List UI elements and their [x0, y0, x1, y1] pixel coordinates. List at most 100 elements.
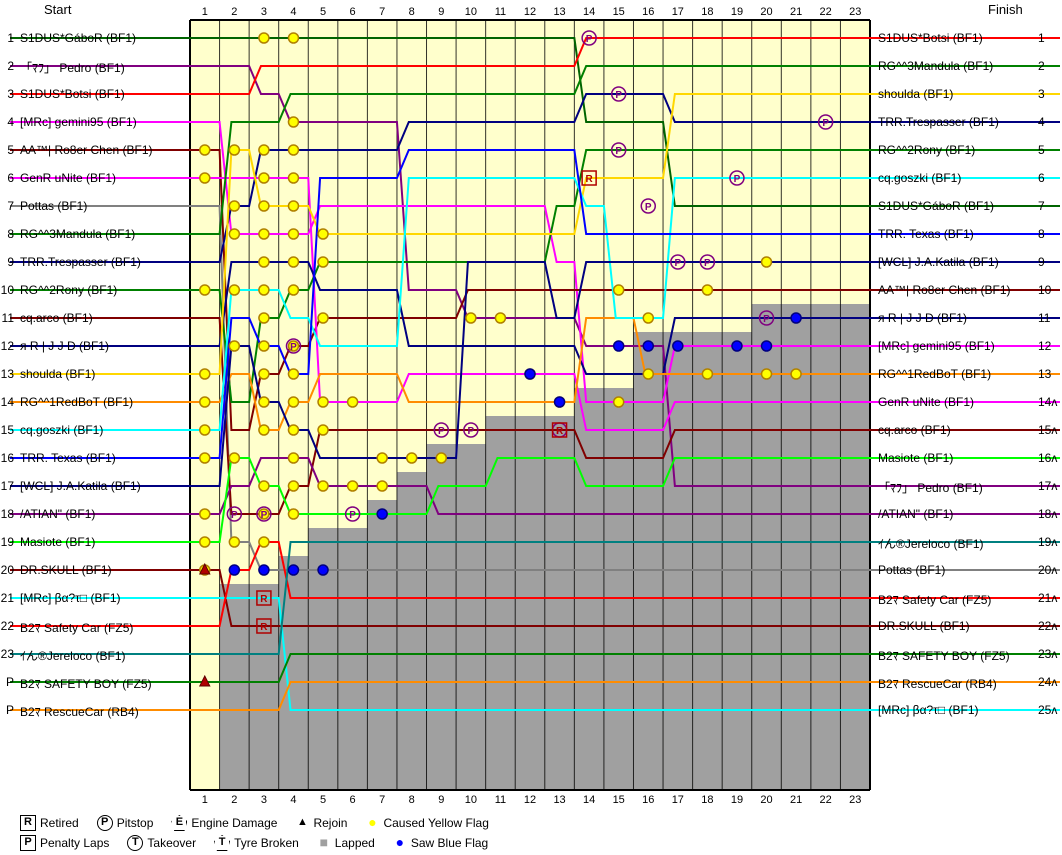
- lap-chart: Start Finish PPPPPPPPPPPPPPPPRRRR 112233…: [0, 0, 1062, 855]
- lap-tick-bottom: 9: [431, 794, 451, 806]
- legend-item: ●Saw Blue Flag: [393, 836, 488, 850]
- finish-pos: 11: [1038, 311, 1052, 325]
- start-pos: 15: [0, 423, 14, 437]
- lap-tick-bottom: 4: [283, 794, 303, 806]
- lap-tick-top: 9: [431, 6, 451, 18]
- lap-tick-top: 11: [490, 6, 510, 18]
- start-pos: P: [0, 703, 14, 717]
- lap-tick-bottom: 22: [816, 794, 836, 806]
- lap-tick-top: 10: [461, 6, 481, 18]
- start-driver: [WCL] J.A.Katila (BF1): [20, 479, 141, 493]
- finish-pos: 4: [1038, 115, 1052, 129]
- finish-driver: GenR uNite (BF1): [878, 395, 974, 409]
- svg-text:P: P: [468, 426, 475, 437]
- start-pos: 13: [0, 367, 14, 381]
- finish-pos: 7: [1038, 199, 1052, 213]
- start-pos: 14: [0, 395, 14, 409]
- svg-text:P: P: [822, 118, 829, 129]
- lap-tick-bottom: 20: [757, 794, 777, 806]
- finish-driver: 「ﾏﾌ」 Pedro (BF1): [878, 479, 983, 496]
- start-driver: cq.goszki (BF1): [20, 423, 103, 437]
- start-driver: B2ﾏ RescueCar (RB4): [20, 703, 139, 720]
- legend-row: PPenalty LapsTTakeoverTTyre Broken■Lappe…: [20, 834, 488, 852]
- lap-tick-bottom: 18: [697, 794, 717, 806]
- svg-text:P: P: [674, 258, 681, 269]
- start-driver: Pottas (BF1): [20, 199, 87, 213]
- legend-item: TTyre Broken: [214, 835, 299, 851]
- legend-item: PPitstop: [97, 815, 154, 831]
- finish-driver: TRR.Trespasser (BF1): [878, 115, 999, 129]
- start-pos: 6: [0, 171, 14, 185]
- finish-pos: 19ʌ: [1038, 535, 1052, 549]
- start-driver: B2ﾏ SAFETY BOY (FZ5): [20, 675, 152, 692]
- finish-pos: 13: [1038, 367, 1052, 381]
- finish-pos: 5: [1038, 143, 1052, 157]
- finish-driver: shoulda (BF1): [878, 87, 953, 101]
- finish-pos: 18ʌ: [1038, 507, 1052, 521]
- start-pos: 4: [0, 115, 14, 129]
- lap-tick-bottom: 3: [254, 794, 274, 806]
- lap-tick-top: 18: [697, 6, 717, 18]
- start-driver: RG^^1RedBoT (BF1): [20, 395, 133, 409]
- lap-tick-bottom: 14: [579, 794, 599, 806]
- legend-item: TTakeover: [127, 835, 196, 851]
- start-pos: 11: [0, 311, 14, 325]
- start-driver: TRR. Texas (BF1): [20, 451, 116, 465]
- start-pos: 7: [0, 199, 14, 213]
- finish-driver: Pottas (BF1): [878, 563, 945, 577]
- finish-pos: 10: [1038, 283, 1052, 297]
- finish-pos: 22ʌ: [1038, 619, 1052, 633]
- finish-pos: 1: [1038, 31, 1052, 45]
- legend-item: ■Lapped: [317, 836, 375, 850]
- finish-pos: 23ʌ: [1038, 647, 1052, 661]
- lap-tick-top: 4: [283, 6, 303, 18]
- finish-pos: 9: [1038, 255, 1052, 269]
- start-pos: 21: [0, 591, 14, 605]
- start-pos: 9: [0, 255, 14, 269]
- lap-tick-top: 23: [845, 6, 865, 18]
- start-pos: 12: [0, 339, 14, 353]
- start-pos: 1: [0, 31, 14, 45]
- start-driver: [MRc] gemini95 (BF1): [20, 115, 137, 129]
- start-pos: 22: [0, 619, 14, 633]
- lap-tick-bottom: 19: [727, 794, 747, 806]
- start-driver: Masiote (BF1): [20, 535, 95, 549]
- finish-pos: 2: [1038, 59, 1052, 73]
- finish-pos: 15ʌ: [1038, 423, 1052, 437]
- lap-tick-top: 5: [313, 6, 333, 18]
- finish-driver: AA™| Ro8er Chen (BF1): [878, 283, 1011, 297]
- lap-tick-top: 7: [372, 6, 392, 18]
- finish-pos: 21ʌ: [1038, 591, 1052, 605]
- svg-text:R: R: [260, 622, 268, 633]
- svg-text:P: P: [290, 342, 297, 353]
- lap-tick-top: 19: [727, 6, 747, 18]
- start-pos: 2: [0, 59, 14, 73]
- start-driver: B2ﾏ Safety Car (FZ5): [20, 619, 133, 636]
- lap-tick-top: 15: [609, 6, 629, 18]
- lap-tick-bottom: 1: [195, 794, 215, 806]
- lap-tick-top: 2: [224, 6, 244, 18]
- finish-driver: S1DUS*Botsi (BF1): [878, 31, 983, 45]
- svg-text:P: P: [231, 510, 238, 521]
- lap-tick-top: 12: [520, 6, 540, 18]
- finish-driver: B2ﾏ Safety Car (FZ5): [878, 591, 991, 608]
- finish-pos: 16ʌ: [1038, 451, 1052, 465]
- finish-pos: 6: [1038, 171, 1052, 185]
- lap-tick-bottom: 15: [609, 794, 629, 806]
- svg-text:P: P: [615, 146, 622, 157]
- start-driver: shoulda (BF1): [20, 367, 95, 381]
- start-driver: /ATIAN" (BF1): [20, 507, 95, 521]
- start-pos: 19: [0, 535, 14, 549]
- finish-driver: cq.arco (BF1): [878, 423, 951, 437]
- lap-tick-bottom: 2: [224, 794, 244, 806]
- legend-item: ▲Rejoin: [295, 816, 347, 830]
- finish-driver: ｲん®Jereloco (BF1): [878, 535, 984, 552]
- finish-pos: 24ʌ: [1038, 675, 1052, 689]
- svg-text:P: P: [615, 90, 622, 101]
- legend-row: RRetiredPPitstopEEngine Damage▲Rejoin●Ca…: [20, 814, 489, 832]
- lap-tick-top: 16: [638, 6, 658, 18]
- start-driver: GenR uNite (BF1): [20, 171, 116, 185]
- svg-text:P: P: [261, 510, 268, 521]
- svg-text:R: R: [556, 426, 564, 437]
- finish-driver: TRR. Texas (BF1): [878, 227, 974, 241]
